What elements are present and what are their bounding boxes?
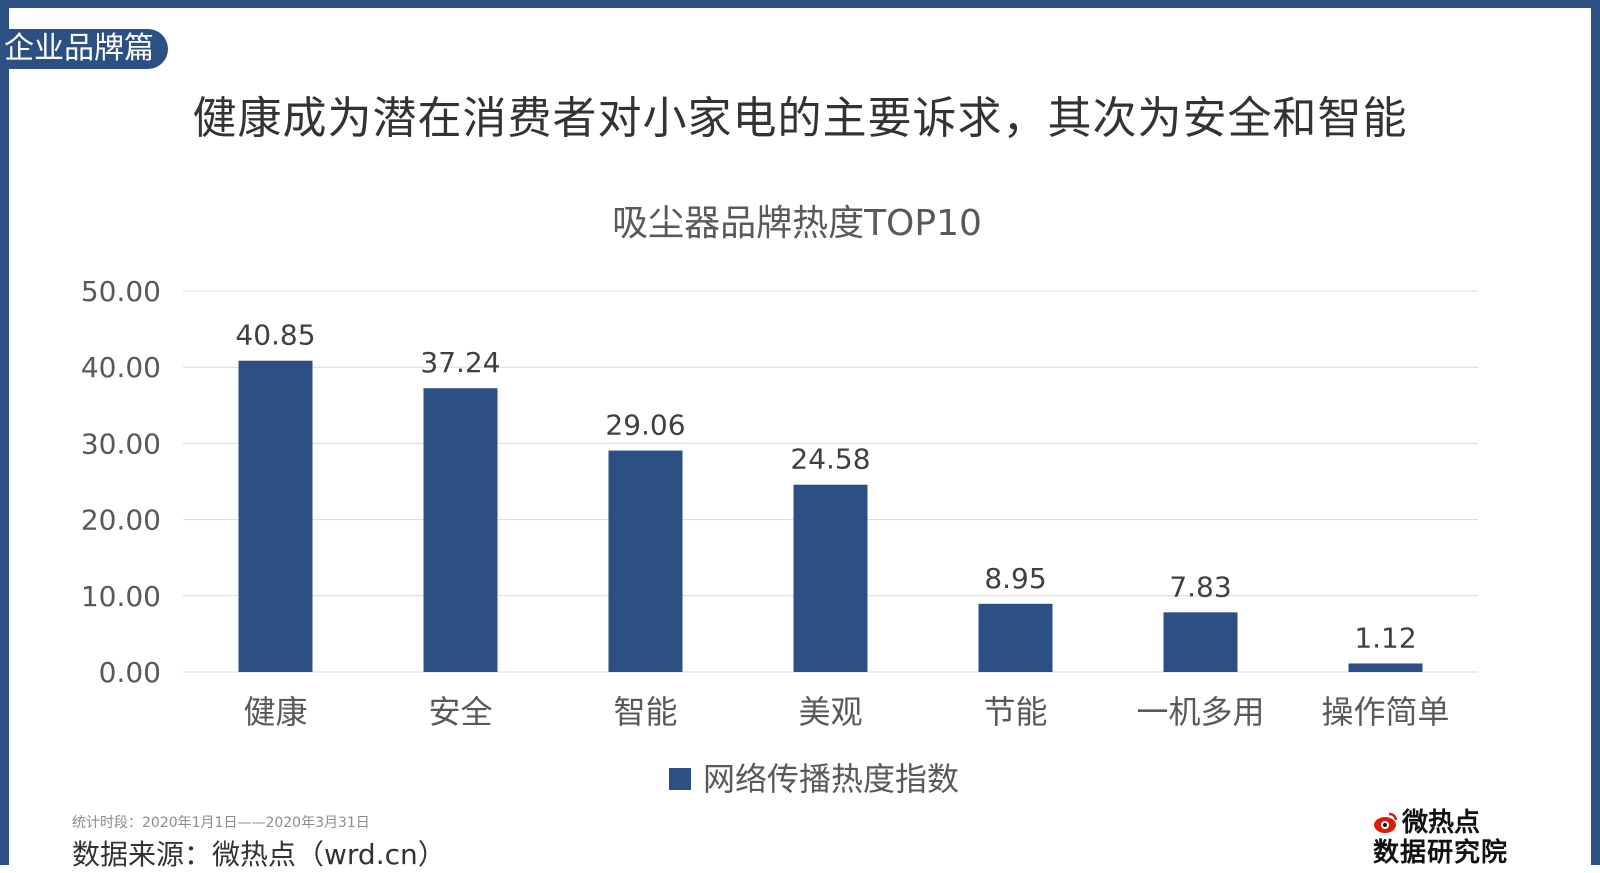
- y-tick-label: 30.00: [81, 427, 161, 460]
- data-label: 24.58: [790, 443, 870, 476]
- data-label: 1.12: [1354, 621, 1416, 654]
- y-tick-label: 10.00: [81, 580, 161, 613]
- x-tick-label: 操作简单: [1321, 693, 1449, 731]
- bars: [238, 360, 1423, 672]
- section-tag: 企业品牌篇: [0, 29, 168, 69]
- x-tick-label: 健康: [243, 693, 307, 731]
- footer-source: 数据来源：微热点（wrd.cn）: [72, 838, 446, 871]
- footer-period: 统计时段：2020年1月1日——2020年3月31日: [72, 815, 370, 831]
- data-label: 8.95: [984, 562, 1046, 595]
- data-label: 29.06: [605, 409, 685, 442]
- bar: [793, 484, 868, 672]
- data-label: 7.83: [1169, 570, 1231, 603]
- y-tick-label: 50.00: [81, 275, 161, 308]
- bar: [1348, 663, 1423, 672]
- data-label: 40.85: [235, 319, 315, 352]
- x-tick-label: 节能: [983, 693, 1047, 731]
- x-tick-label: 一机多用: [1136, 693, 1264, 731]
- logo-subtitle: 大数据研究院: [1372, 838, 1509, 865]
- x-tick-label: 智能: [613, 693, 677, 731]
- legend-swatch: [669, 768, 691, 790]
- page-title: 健康成为潜在消费者对小家电的主要诉求，其次为安全和智能: [192, 93, 1408, 144]
- y-tick-label: 0.00: [99, 656, 161, 689]
- y-tick-label: 20.00: [81, 504, 161, 537]
- data-labels: 40.85 37.24 29.06 24.58 8.95 7.83 1.12: [235, 319, 1416, 655]
- eye-logo-icon: [1372, 812, 1398, 834]
- x-tick-label: 安全: [428, 693, 492, 731]
- x-tick-label: 美观: [798, 693, 862, 731]
- bar: [423, 388, 498, 672]
- y-axis-ticks: 0.00 10.00 20.00 30.00 40.00 50.00: [81, 275, 161, 689]
- data-label: 37.24: [420, 346, 500, 379]
- bar: [608, 450, 683, 672]
- bar: [1163, 612, 1238, 672]
- legend-label: 网络传播热度指数: [703, 760, 959, 798]
- x-axis-ticks: 健康 安全 智能 美观 节能 一机多用 操作简单: [243, 693, 1449, 731]
- bar: [238, 360, 313, 672]
- bar-chart: 吸尘器品牌热度TOP10 0.00 10.00 20.00 30.00 40.00 50.…: [81, 203, 1478, 798]
- bar: [978, 603, 1053, 672]
- chart-title: 吸尘器品牌热度TOP10: [612, 203, 982, 244]
- legend: 网络传播热度指数: [669, 760, 959, 798]
- logo-name: 微热点: [1402, 808, 1481, 838]
- brand-logo: 微热点 大数据研究院: [1372, 808, 1552, 865]
- y-tick-label: 40.00: [81, 351, 161, 384]
